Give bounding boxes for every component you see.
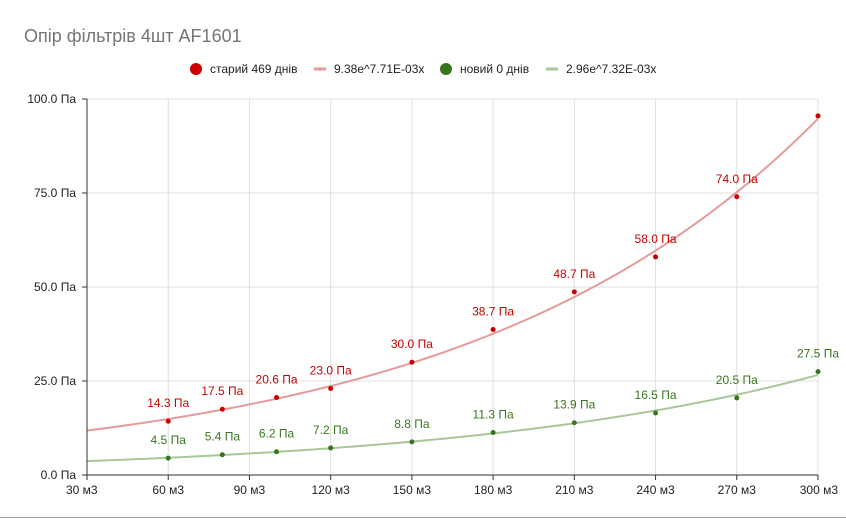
data-label-new: 11.3 Па xyxy=(473,408,514,422)
data-label-new: 16.5 Па xyxy=(635,388,677,402)
data-label-old: 23.0 Па xyxy=(310,364,352,378)
point-old xyxy=(409,359,415,365)
x-tick-label: 90 м3 xyxy=(234,483,266,497)
point-old xyxy=(571,289,577,295)
legend: старий 469 днів 9.38e^7.71E-03x новий 0 … xyxy=(190,62,656,76)
y-tick-label: 50.0 Па xyxy=(34,280,76,294)
point-new xyxy=(219,452,225,458)
legend-label-new: новий 0 днів xyxy=(460,62,529,76)
point-old xyxy=(815,113,821,119)
data-label-old: 14.3 Па xyxy=(147,396,189,410)
data-labels: 14.3 Па 17.5 Па 20.6 Па 23.0 Па 30.0 Па 38.7 … xyxy=(147,172,839,447)
y-tick-label: 25.0 Па xyxy=(34,374,76,388)
point-old xyxy=(734,194,740,200)
point-old xyxy=(274,395,280,401)
point-new xyxy=(734,395,740,401)
y-tick-label: 0.0 Па xyxy=(41,468,77,482)
y-tick-label: 100.0 Па xyxy=(27,92,76,106)
data-label-new: 20.5 Па xyxy=(716,373,758,387)
gridlines xyxy=(87,98,819,475)
data-label-old: 30.0 Па xyxy=(391,337,433,351)
chart-title: Опір фільтрів 4шт AF1601 xyxy=(24,26,242,46)
x-axis-ticks: 30 м3 60 м3 90 м3 120 м3 150 м3 180 м3 210 м3 2… xyxy=(66,475,838,497)
point-old xyxy=(219,406,225,412)
point-old xyxy=(653,254,659,260)
legend-label-old-trend: 9.38e^7.71E-03x xyxy=(334,62,424,76)
point-old xyxy=(490,326,496,332)
x-tick-label: 270 м3 xyxy=(718,483,757,497)
legend-label-old: старий 469 днів xyxy=(210,62,297,76)
y-axis-ticks: 0.0 Па 25.0 Па 50.0 Па 75.0 Па 100.0 Па xyxy=(27,92,87,482)
y-tick-label: 75.0 Па xyxy=(34,186,76,200)
data-label-old: 48.7 Па xyxy=(553,267,595,281)
x-tick-label: 30 м3 xyxy=(66,483,98,497)
point-old xyxy=(165,418,171,424)
point-new xyxy=(328,445,334,451)
x-tick-label: 150 м3 xyxy=(393,483,432,497)
x-tick-label: 120 м3 xyxy=(312,483,351,497)
point-new xyxy=(653,410,659,416)
data-label-new: 6.2 Па xyxy=(259,427,295,441)
data-label-old: 58.0 Па xyxy=(635,232,677,246)
data-label-old: 20.6 Па xyxy=(256,373,298,387)
point-new xyxy=(815,369,821,375)
x-tick-label: 60 м3 xyxy=(152,483,184,497)
point-old xyxy=(328,386,334,392)
data-label-new: 4.5 Па xyxy=(151,433,187,447)
point-new xyxy=(571,420,577,426)
data-label-new: 27.5 Па xyxy=(797,347,839,361)
legend-marker-new xyxy=(440,63,452,75)
legend-label-new-trend: 2.96e^7.32E-03x xyxy=(566,62,656,76)
x-tick-label: 180 м3 xyxy=(474,483,513,497)
bottom-divider xyxy=(0,517,846,518)
point-new xyxy=(274,449,280,455)
x-tick-label: 210 м3 xyxy=(555,483,594,497)
trendline-new xyxy=(86,373,819,463)
point-new xyxy=(165,455,171,461)
x-tick-label: 240 м3 xyxy=(636,483,675,497)
x-tick-label: 300 м3 xyxy=(800,483,839,497)
data-label-new: 8.8 Па xyxy=(394,417,430,431)
data-label-old: 17.5 Па xyxy=(201,384,243,398)
data-label-old: 74.0 Па xyxy=(716,172,758,186)
trendlines xyxy=(86,117,819,463)
legend-marker-old xyxy=(190,63,202,75)
trendline-old xyxy=(86,117,819,432)
data-label-new: 7.2 Па xyxy=(313,423,349,437)
data-label-new: 13.9 Па xyxy=(553,398,595,412)
data-points xyxy=(165,113,821,461)
point-new xyxy=(409,439,415,445)
point-new xyxy=(490,430,496,436)
data-label-old: 38.7 Па xyxy=(472,304,514,318)
data-label-new: 5.4 Па xyxy=(205,430,241,444)
